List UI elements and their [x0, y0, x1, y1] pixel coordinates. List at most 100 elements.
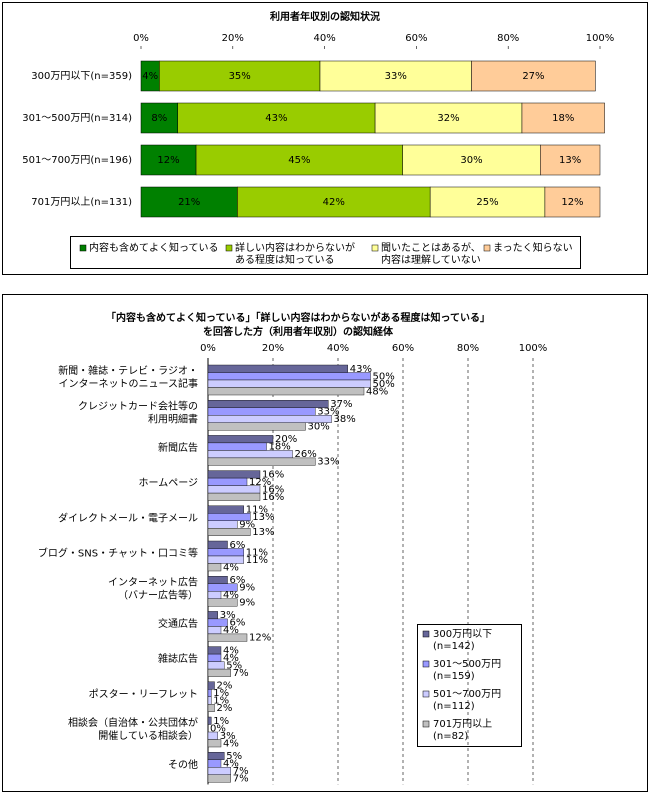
- x-tick-label: 60%: [405, 33, 427, 44]
- legend-label: まったく知らない: [493, 241, 573, 254]
- value-label: 16%: [262, 492, 284, 503]
- value-label: 7%: [233, 766, 249, 777]
- x-tick-label: 20%: [262, 343, 284, 354]
- y-tick-label: ポスター・リーフレット: [89, 688, 198, 700]
- x-tick-label: 80%: [497, 33, 519, 44]
- legend-label: 300万円以下(n=142): [433, 629, 492, 652]
- value-label: 33%: [317, 406, 339, 417]
- bar: [207, 739, 222, 748]
- y-tick-label: 交通広告: [158, 617, 198, 630]
- value-label: 9%: [239, 597, 255, 608]
- bar: [207, 379, 371, 388]
- bar: [207, 485, 261, 494]
- value-label: 6%: [230, 575, 246, 586]
- value-label: 12%: [561, 197, 583, 208]
- bar: [207, 716, 212, 725]
- bar: [207, 540, 228, 549]
- bar: [207, 400, 329, 408]
- x-tick-label: 100%: [586, 33, 615, 44]
- legend-swatch: [371, 244, 379, 252]
- value-label: 16%: [262, 469, 284, 480]
- value-label: 7%: [233, 668, 249, 679]
- value-label: 12%: [249, 477, 271, 488]
- value-label: 50%: [373, 379, 395, 390]
- y-tick-label: インターネット広告（バナー広告等）: [108, 575, 198, 601]
- value-label: 11%: [246, 555, 268, 566]
- legend-label: 聞いたことはあるが、内容は理解していない: [381, 241, 481, 266]
- x-tick-label: 100%: [519, 343, 548, 354]
- bar: [207, 759, 222, 768]
- bar: [207, 372, 371, 381]
- value-label: 25%: [476, 197, 498, 208]
- y-tick-label: 相談会（自治体・公共団体が開催している相談会）: [68, 716, 198, 742]
- value-label: 33%: [317, 457, 339, 468]
- value-label: 20%: [275, 434, 297, 445]
- value-label: 1%: [213, 688, 229, 699]
- value-label: 38%: [334, 414, 356, 425]
- legend-label: 詳しい内容はわからないがある程度は知っている: [235, 241, 355, 266]
- value-label: 18%: [269, 442, 291, 453]
- bar: [207, 646, 222, 655]
- value-label: 4%: [223, 625, 239, 636]
- bar: [207, 477, 248, 486]
- bar: [207, 528, 251, 536]
- value-label: 9%: [239, 582, 255, 593]
- value-label: 6%: [230, 540, 246, 551]
- bar: [207, 576, 228, 584]
- bar: [207, 548, 244, 557]
- bar: [207, 450, 293, 459]
- value-label: 32%: [437, 113, 459, 124]
- value-label: 37%: [330, 399, 352, 410]
- bar: [207, 696, 212, 705]
- legend-label: 701万円以上(n=82): [433, 718, 492, 742]
- bar: [207, 387, 365, 396]
- value-label: 4%: [223, 738, 239, 749]
- value-label: 4%: [223, 562, 239, 573]
- bar: [207, 661, 225, 670]
- value-label: 2%: [217, 703, 233, 714]
- bar: [207, 767, 231, 775]
- bar: [207, 752, 225, 760]
- value-label: 5%: [226, 660, 242, 671]
- bar: [207, 563, 222, 572]
- value-label: 5%: [226, 751, 242, 762]
- bar: [207, 689, 212, 697]
- y-tick-label: 501～700万円(n=196): [22, 155, 132, 166]
- bar-segment: [544, 186, 601, 218]
- value-label: 11%: [246, 505, 268, 516]
- bar: [207, 555, 244, 564]
- bar: [207, 704, 215, 712]
- y-tick-label: 新聞・雑誌・テレビ・ラジオ・インターネットのニュース記事: [58, 364, 198, 390]
- x-tick-label: 80%: [457, 343, 479, 354]
- y-tick-label: ブログ・SNS・チャット・口コミ等: [38, 547, 198, 560]
- bar-segment: [521, 102, 605, 134]
- bar: [207, 583, 238, 592]
- legend-label: 内容も含めてよく知っている: [89, 241, 219, 254]
- legend-swatch: [422, 690, 430, 698]
- bar-segment: [402, 144, 541, 176]
- legend-label: 301～500万円(n=159): [433, 659, 501, 682]
- chart-title: 利用者年収別の認知状況: [270, 10, 380, 23]
- legend-swatch: [225, 244, 233, 252]
- y-tick-label: 300万円以下(n=359): [31, 71, 132, 82]
- x-tick-label: 40%: [327, 343, 349, 354]
- value-label: 7%: [233, 773, 249, 784]
- bar-segment: [195, 144, 403, 176]
- legend-frame: [417, 624, 522, 747]
- bar-segment: [540, 144, 601, 176]
- value-label: 30%: [308, 421, 330, 432]
- value-label: 4%: [223, 645, 239, 656]
- legend-label: 501～700万円(n=112): [433, 689, 501, 712]
- value-label: 42%: [323, 197, 345, 208]
- value-label: 4%: [223, 758, 239, 769]
- bar-segment: [177, 102, 376, 134]
- y-tick-label: その他: [168, 758, 198, 771]
- bar: [207, 598, 238, 607]
- value-label: 9%: [239, 520, 255, 531]
- value-label: 26%: [295, 449, 317, 460]
- bar: [207, 626, 222, 635]
- bar-segment: [319, 60, 472, 92]
- value-label: 33%: [385, 71, 407, 82]
- value-label: 35%: [229, 71, 251, 82]
